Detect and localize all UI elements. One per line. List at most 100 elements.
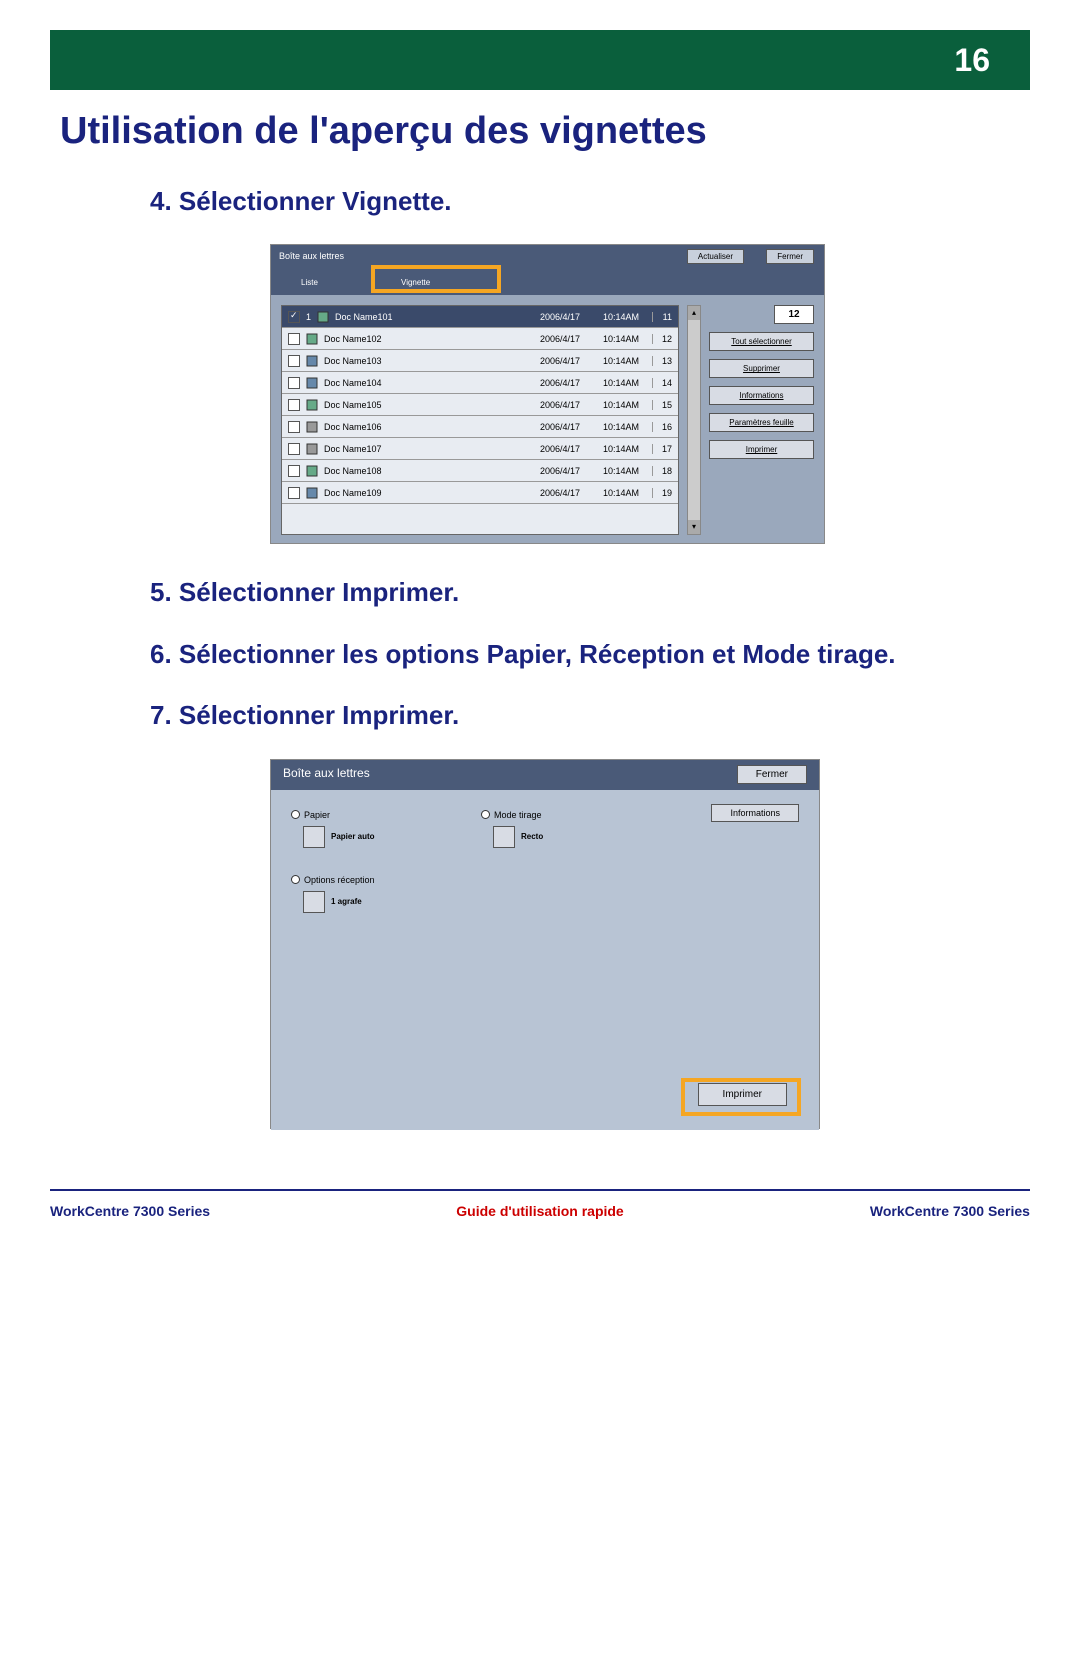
table-row[interactable]: Doc Name107 2006/4/17 10:14AM 17 bbox=[282, 438, 678, 460]
table-row[interactable]: Doc Name106 2006/4/17 10:14AM 16 bbox=[282, 416, 678, 438]
doc-icon bbox=[306, 355, 318, 367]
reception-option[interactable]: 1 agrafe bbox=[303, 891, 375, 913]
table-row[interactable]: Doc Name109 2006/4/17 10:14AM 19 bbox=[282, 482, 678, 504]
doc-time: 10:14AM bbox=[596, 378, 646, 388]
doc-name: Doc Name109 bbox=[324, 488, 524, 498]
tab-bar: Liste Vignette bbox=[271, 275, 824, 295]
dialog-body: Informations Papier Papier auto Mode tir… bbox=[271, 790, 819, 1130]
mode-option[interactable]: Recto bbox=[493, 826, 543, 848]
doc-num: 13 bbox=[652, 356, 672, 366]
table-row[interactable]: 1 Doc Name101 2006/4/17 10:14AM 11 bbox=[282, 306, 678, 328]
footer-right: WorkCentre 7300 Series bbox=[870, 1203, 1030, 1219]
doc-date: 2006/4/17 bbox=[530, 312, 590, 322]
doc-name: Doc Name106 bbox=[324, 422, 524, 432]
doc-num: 19 bbox=[652, 488, 672, 498]
doc-time: 10:14AM bbox=[596, 466, 646, 476]
footer-left: WorkCentre 7300 Series bbox=[50, 1203, 210, 1219]
reception-group: Options réception 1 agrafe bbox=[291, 875, 375, 913]
dialog-title: Boîte aux lettres bbox=[283, 766, 370, 780]
screenshot-vignette-list: Boîte aux lettres Actualiser Fermer List… bbox=[270, 244, 825, 544]
paper-option[interactable]: Papier auto bbox=[303, 826, 375, 848]
info-button[interactable]: Informations bbox=[709, 386, 814, 405]
select-all-button[interactable]: Tout sélectionner bbox=[709, 332, 814, 351]
document-list: 1 Doc Name101 2006/4/17 10:14AM 11 Doc N… bbox=[281, 305, 679, 535]
sheet-settings-button[interactable]: Paramètres feuille bbox=[709, 413, 814, 432]
doc-num: 16 bbox=[652, 422, 672, 432]
checkbox-icon[interactable] bbox=[288, 333, 300, 345]
scroll-up-icon[interactable]: ▴ bbox=[688, 306, 700, 320]
step-7: 7. Sélectionner Imprimer. bbox=[150, 697, 930, 733]
paper-radio-label: Papier bbox=[291, 810, 375, 820]
dialog-titlebar: Boîte aux lettres Fermer bbox=[271, 760, 819, 790]
doc-date: 2006/4/17 bbox=[530, 466, 590, 476]
table-row[interactable]: Doc Name102 2006/4/17 10:14AM 12 bbox=[282, 328, 678, 350]
doc-icon bbox=[306, 399, 318, 411]
checkbox-icon[interactable] bbox=[288, 421, 300, 433]
doc-num: 17 bbox=[652, 444, 672, 454]
doc-name: Doc Name102 bbox=[324, 334, 524, 344]
doc-date: 2006/4/17 bbox=[530, 422, 590, 432]
scrollbar[interactable]: ▴ ▾ bbox=[687, 305, 701, 535]
doc-num: 14 bbox=[652, 378, 672, 388]
reception-radio-label: Options réception bbox=[291, 875, 375, 885]
option-box-icon bbox=[303, 826, 325, 848]
paper-label: Papier bbox=[304, 810, 330, 820]
checkbox-icon[interactable] bbox=[288, 355, 300, 367]
mode-group: Mode tirage Recto bbox=[481, 810, 543, 848]
info-button[interactable]: Informations bbox=[711, 804, 799, 822]
paper-value: Papier auto bbox=[331, 832, 375, 841]
dialog-body: 1 Doc Name101 2006/4/17 10:14AM 11 Doc N… bbox=[271, 295, 824, 544]
close-button[interactable]: Fermer bbox=[737, 765, 807, 784]
radio-icon[interactable] bbox=[291, 810, 300, 819]
doc-icon bbox=[306, 377, 318, 389]
radio-icon[interactable] bbox=[291, 875, 300, 884]
refresh-button[interactable]: Actualiser bbox=[687, 249, 744, 264]
highlight-print-button bbox=[681, 1078, 801, 1116]
reception-value: 1 agrafe bbox=[331, 897, 362, 906]
print-button[interactable]: Imprimer bbox=[709, 440, 814, 459]
checkbox-icon[interactable] bbox=[288, 443, 300, 455]
doc-icon bbox=[306, 487, 318, 499]
option-box-icon bbox=[303, 891, 325, 913]
doc-name: Doc Name101 bbox=[335, 312, 524, 322]
checkbox-icon[interactable] bbox=[288, 377, 300, 389]
tab-liste[interactable]: Liste bbox=[291, 275, 328, 290]
screenshot-print-options: Boîte aux lettres Fermer Informations Pa… bbox=[270, 759, 820, 1129]
side-panel: 12 Tout sélectionner Supprimer Informati… bbox=[709, 305, 814, 535]
page-footer: WorkCentre 7300 Series Guide d'utilisati… bbox=[50, 1189, 1030, 1219]
mode-value: Recto bbox=[521, 832, 543, 841]
doc-icon bbox=[306, 333, 318, 345]
doc-date: 2006/4/17 bbox=[530, 488, 590, 498]
table-row[interactable]: Doc Name105 2006/4/17 10:14AM 15 bbox=[282, 394, 678, 416]
table-row[interactable]: Doc Name104 2006/4/17 10:14AM 14 bbox=[282, 372, 678, 394]
doc-date: 2006/4/17 bbox=[530, 378, 590, 388]
doc-time: 10:14AM bbox=[596, 334, 646, 344]
doc-name: Doc Name108 bbox=[324, 466, 524, 476]
mode-label: Mode tirage bbox=[494, 810, 542, 820]
doc-name: Doc Name107 bbox=[324, 444, 524, 454]
doc-name: Doc Name105 bbox=[324, 400, 524, 410]
close-button[interactable]: Fermer bbox=[766, 249, 814, 264]
doc-time: 10:14AM bbox=[596, 444, 646, 454]
table-row[interactable]: Doc Name103 2006/4/17 10:14AM 13 bbox=[282, 350, 678, 372]
scroll-down-icon[interactable]: ▾ bbox=[688, 520, 700, 534]
doc-date: 2006/4/17 bbox=[530, 444, 590, 454]
table-row[interactable]: Doc Name108 2006/4/17 10:14AM 18 bbox=[282, 460, 678, 482]
highlight-vignette-tab bbox=[371, 265, 501, 293]
radio-icon[interactable] bbox=[481, 810, 490, 819]
mode-radio-label: Mode tirage bbox=[481, 810, 543, 820]
checkbox-icon[interactable] bbox=[288, 487, 300, 499]
step-6: 6. Sélectionner les options Papier, Réce… bbox=[150, 636, 930, 672]
doc-name: Doc Name104 bbox=[324, 378, 524, 388]
paper-group: Papier Papier auto bbox=[291, 810, 375, 848]
document-page: 16 Utilisation de l'aperçu des vignettes… bbox=[0, 0, 1080, 1669]
checkbox-icon[interactable] bbox=[288, 399, 300, 411]
doc-num: 15 bbox=[652, 400, 672, 410]
doc-time: 10:14AM bbox=[596, 400, 646, 410]
checkbox-icon[interactable] bbox=[288, 311, 300, 323]
doc-count: 12 bbox=[774, 305, 814, 324]
doc-num: 11 bbox=[652, 312, 672, 322]
delete-button[interactable]: Supprimer bbox=[709, 359, 814, 378]
doc-time: 10:14AM bbox=[596, 356, 646, 366]
checkbox-icon[interactable] bbox=[288, 465, 300, 477]
